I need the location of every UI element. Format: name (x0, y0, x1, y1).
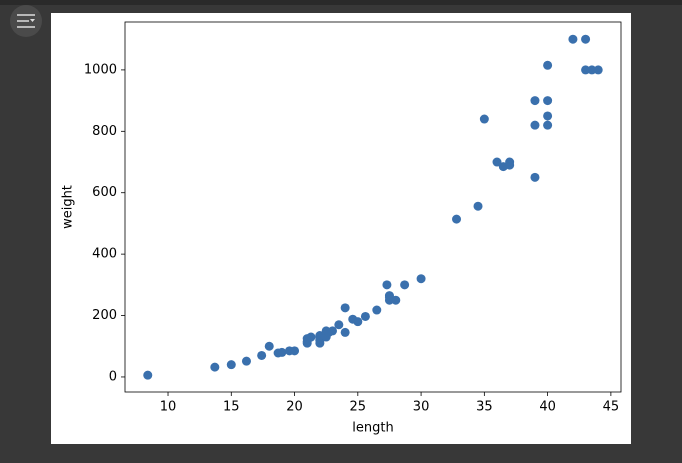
y-tick-label: 0 (109, 369, 117, 384)
menu-icon-arrow (30, 19, 35, 22)
data-point (306, 332, 316, 342)
data-point (593, 65, 603, 75)
data-point (479, 114, 489, 124)
axes-frame (124, 21, 622, 393)
data-point (400, 280, 410, 290)
figure-background (51, 13, 631, 444)
data-point (315, 338, 325, 348)
data-point (382, 280, 392, 290)
data-point (530, 172, 540, 182)
x-tick-label: 35 (476, 400, 493, 415)
y-tick-label: 1000 (84, 62, 117, 77)
y-tick-label: 400 (92, 247, 117, 262)
data-point (241, 356, 251, 366)
data-point (210, 362, 220, 372)
data-point (581, 34, 591, 44)
data-point (543, 111, 553, 121)
data-point (391, 295, 401, 305)
data-point (340, 327, 350, 337)
data-point (340, 303, 350, 313)
data-point (290, 346, 300, 356)
data-point (581, 65, 591, 75)
y-tick-label: 600 (92, 185, 117, 200)
data-point (328, 326, 338, 336)
x-tick-label: 25 (350, 400, 367, 415)
x-tick-label: 10 (160, 400, 177, 415)
y-axis-label: weight (61, 185, 76, 229)
data-point (264, 341, 274, 351)
data-point (143, 370, 153, 380)
data-point (543, 60, 553, 70)
y-tick-label: 800 (92, 124, 117, 139)
data-point (384, 295, 394, 305)
x-axis-label: length (352, 421, 393, 436)
x-tick-label: 20 (286, 400, 303, 415)
data-point (530, 120, 540, 130)
data-point (568, 34, 578, 44)
data-point (505, 160, 515, 170)
data-point (587, 65, 597, 75)
x-tick-label: 15 (223, 400, 240, 415)
data-point (334, 320, 344, 330)
data-point (543, 120, 553, 130)
x-tick-label: 40 (539, 400, 556, 415)
data-point (277, 347, 287, 357)
output-menu-button[interactable] (10, 5, 42, 37)
data-point (452, 214, 462, 224)
data-point (530, 96, 540, 106)
y-tick-label: 200 (92, 308, 117, 323)
data-point (353, 317, 363, 327)
data-point (492, 157, 502, 167)
data-point (473, 201, 483, 211)
x-tick-label: 45 (603, 400, 620, 415)
data-point (543, 96, 553, 106)
data-point (360, 311, 370, 321)
data-point (372, 305, 382, 315)
data-point (226, 360, 236, 370)
top-bar (0, 0, 682, 5)
data-point (416, 274, 426, 284)
data-point (257, 350, 267, 360)
x-tick-label: 30 (413, 400, 430, 415)
